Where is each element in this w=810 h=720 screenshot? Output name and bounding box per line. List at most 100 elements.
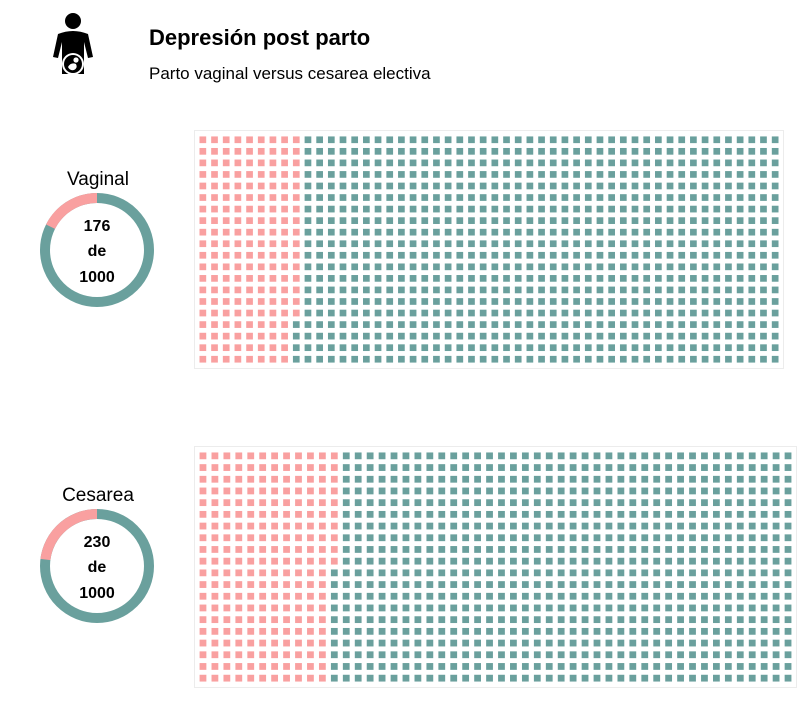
waffle-cell-unaffected <box>444 332 452 340</box>
waffle-cell-unaffected <box>736 205 744 213</box>
waffle-cell-unaffected <box>593 627 601 635</box>
waffle-cell-unaffected <box>462 522 470 530</box>
waffle-cell-unaffected <box>653 452 661 460</box>
waffle-cell-unaffected <box>581 569 589 577</box>
waffle-cell-unaffected <box>468 159 475 167</box>
waffle-cell-unaffected <box>398 182 405 190</box>
waffle-cell-unaffected <box>304 217 312 224</box>
waffle-cell-unaffected <box>581 616 589 624</box>
waffle-cell-affected <box>211 510 219 518</box>
waffle-cell-unaffected <box>409 355 417 363</box>
waffle-cell-unaffected <box>414 569 422 577</box>
waffle-cell-unaffected <box>426 604 434 612</box>
waffle-cell-unaffected <box>771 147 779 155</box>
waffle-cell-unaffected <box>462 569 470 577</box>
waffle-cell-unaffected <box>450 616 458 624</box>
waffle-cell-unaffected <box>619 251 627 259</box>
waffle-cell-unaffected <box>426 592 434 600</box>
waffle-cell-unaffected <box>526 344 534 352</box>
waffle-cell-affected <box>259 674 267 682</box>
waffle-cell-unaffected <box>701 674 708 682</box>
waffle-cell-unaffected <box>653 557 661 565</box>
waffle-cell-affected <box>259 663 267 670</box>
waffle-cell-unaffected <box>677 522 684 530</box>
waffle-cell-affected <box>223 452 231 460</box>
waffle-cell-unaffected <box>653 651 661 659</box>
waffle-cell-unaffected <box>596 205 604 213</box>
waffle-cell-unaffected <box>666 182 674 190</box>
waffle-cell-unaffected <box>561 228 569 236</box>
waffle-cell-affected <box>246 309 253 317</box>
waffle-cell-unaffected <box>584 240 592 248</box>
waffle-cell-unaffected <box>354 651 362 659</box>
waffle-cell-unaffected <box>617 604 625 612</box>
waffle-cell-affected <box>223 651 231 659</box>
waffle-cell-unaffected <box>584 286 592 294</box>
waffle-cell-unaffected <box>363 136 370 144</box>
waffle-cell-affected <box>235 651 243 659</box>
waffle-cell-unaffected <box>760 616 768 624</box>
waffle-cell-unaffected <box>655 275 662 282</box>
waffle-cell-unaffected <box>316 240 323 248</box>
waffle-cell-affected <box>307 487 314 495</box>
waffle-cell-unaffected <box>398 136 405 144</box>
waffle-cell-affected <box>246 332 253 340</box>
waffle-cell-unaffected <box>581 522 589 530</box>
waffle-cell-unaffected <box>521 581 529 588</box>
waffle-cell-unaffected <box>573 355 580 363</box>
waffle-cell-unaffected <box>690 136 697 144</box>
waffle-cell-affected <box>235 616 243 624</box>
waffle-cell-unaffected <box>584 355 592 363</box>
waffle-cell-unaffected <box>366 546 374 553</box>
waffle-cell-unaffected <box>486 475 493 483</box>
waffle-cell-unaffected <box>533 639 541 647</box>
waffle-cell-unaffected <box>491 332 499 340</box>
waffle-cell-unaffected <box>713 464 720 471</box>
waffle-cell-unaffected <box>374 275 382 282</box>
waffle-cell-unaffected <box>736 321 744 328</box>
waffle-cell-affected <box>235 581 243 588</box>
waffle-cell-unaffected <box>677 557 684 565</box>
waffle-cell-unaffected <box>569 651 577 659</box>
waffle-cell-unaffected <box>386 344 394 352</box>
waffle-cell-unaffected <box>402 534 410 542</box>
waffle-cell-unaffected <box>354 569 362 577</box>
waffle-cell-unaffected <box>398 321 405 328</box>
waffle-cell-unaffected <box>426 452 434 460</box>
waffle-cell-unaffected <box>438 464 446 471</box>
waffle-cell-affected <box>223 534 231 542</box>
waffle-cell-affected <box>199 251 207 259</box>
waffle-cell-unaffected <box>617 475 625 483</box>
waffle-cell-unaffected <box>643 275 651 282</box>
waffle-cell-affected <box>223 639 231 647</box>
waffle-cell-unaffected <box>351 298 359 305</box>
waffle-cell-unaffected <box>433 355 440 363</box>
waffle-cell-unaffected <box>690 205 697 213</box>
waffle-cell-affected <box>259 569 267 577</box>
waffle-cell-unaffected <box>421 217 429 224</box>
waffle-cell-unaffected <box>724 592 732 600</box>
waffle-cell-unaffected <box>724 604 732 612</box>
waffle-cell-unaffected <box>772 639 780 647</box>
waffle-cell-affected <box>257 147 265 155</box>
waffle-cell-affected <box>269 355 277 363</box>
waffle-cell-affected <box>247 651 255 659</box>
waffle-cell-unaffected <box>631 240 639 248</box>
waffle-cell-unaffected <box>713 332 721 340</box>
waffle-cell-unaffected <box>538 182 545 190</box>
waffle-cell-unaffected <box>398 309 405 317</box>
waffle-cell-unaffected <box>503 240 510 248</box>
waffle-cell-unaffected <box>474 546 481 553</box>
waffle-cell-unaffected <box>549 332 557 340</box>
waffle-cell-affected <box>307 452 314 460</box>
waffle-cell-unaffected <box>689 663 696 670</box>
waffle-cell-affected <box>211 263 218 271</box>
waffle-cell-unaffected <box>584 136 592 144</box>
waffle-cell-unaffected <box>545 651 553 659</box>
waffle-cell-unaffected <box>593 546 601 553</box>
waffle-cell-unaffected <box>573 309 580 317</box>
waffle-cell-unaffected <box>438 627 446 635</box>
waffle-cell-unaffected <box>462 464 470 471</box>
waffle-cell-unaffected <box>701 136 709 144</box>
waffle-cell-unaffected <box>619 344 627 352</box>
